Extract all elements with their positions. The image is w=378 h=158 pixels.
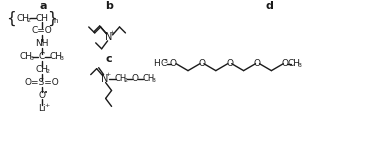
Text: O: O [226, 59, 233, 68]
Text: 2: 2 [45, 69, 50, 74]
Text: CH: CH [17, 14, 30, 23]
Text: CH: CH [36, 14, 49, 23]
Text: 3: 3 [164, 59, 168, 64]
Text: 3: 3 [298, 63, 302, 68]
Text: CH: CH [50, 52, 62, 61]
Text: NH: NH [35, 39, 49, 48]
Text: {: { [6, 10, 16, 26]
Text: d: d [265, 1, 273, 11]
Text: CH: CH [288, 59, 301, 68]
Text: O: O [132, 74, 139, 83]
Text: c: c [105, 54, 112, 64]
Text: C: C [39, 52, 45, 61]
Text: Li: Li [38, 104, 46, 113]
Text: a: a [39, 1, 47, 11]
Text: b: b [105, 1, 113, 11]
Text: +: + [105, 72, 111, 77]
Text: O=S=O: O=S=O [25, 78, 59, 87]
Text: N: N [105, 32, 112, 42]
Text: 3: 3 [152, 78, 156, 83]
Text: H: H [153, 59, 160, 68]
Text: 3: 3 [29, 56, 34, 61]
Text: 3: 3 [59, 56, 64, 61]
Text: }: } [47, 10, 57, 26]
Text: •: • [44, 91, 48, 97]
Text: +: + [110, 30, 115, 35]
Text: 2: 2 [124, 78, 128, 83]
Text: n: n [54, 18, 58, 24]
Text: +: + [45, 103, 50, 108]
Text: O: O [254, 59, 261, 68]
Text: CH: CH [115, 74, 127, 83]
Text: O: O [39, 91, 46, 100]
Text: O: O [282, 59, 289, 68]
Text: C: C [160, 59, 166, 68]
Text: C=O: C=O [32, 26, 53, 35]
Text: CH: CH [142, 74, 155, 83]
Text: O: O [198, 59, 205, 68]
Text: CH: CH [20, 52, 33, 61]
Text: N: N [101, 74, 108, 84]
Text: 2: 2 [27, 18, 31, 23]
Text: O: O [170, 59, 177, 68]
Text: CH: CH [36, 65, 49, 74]
